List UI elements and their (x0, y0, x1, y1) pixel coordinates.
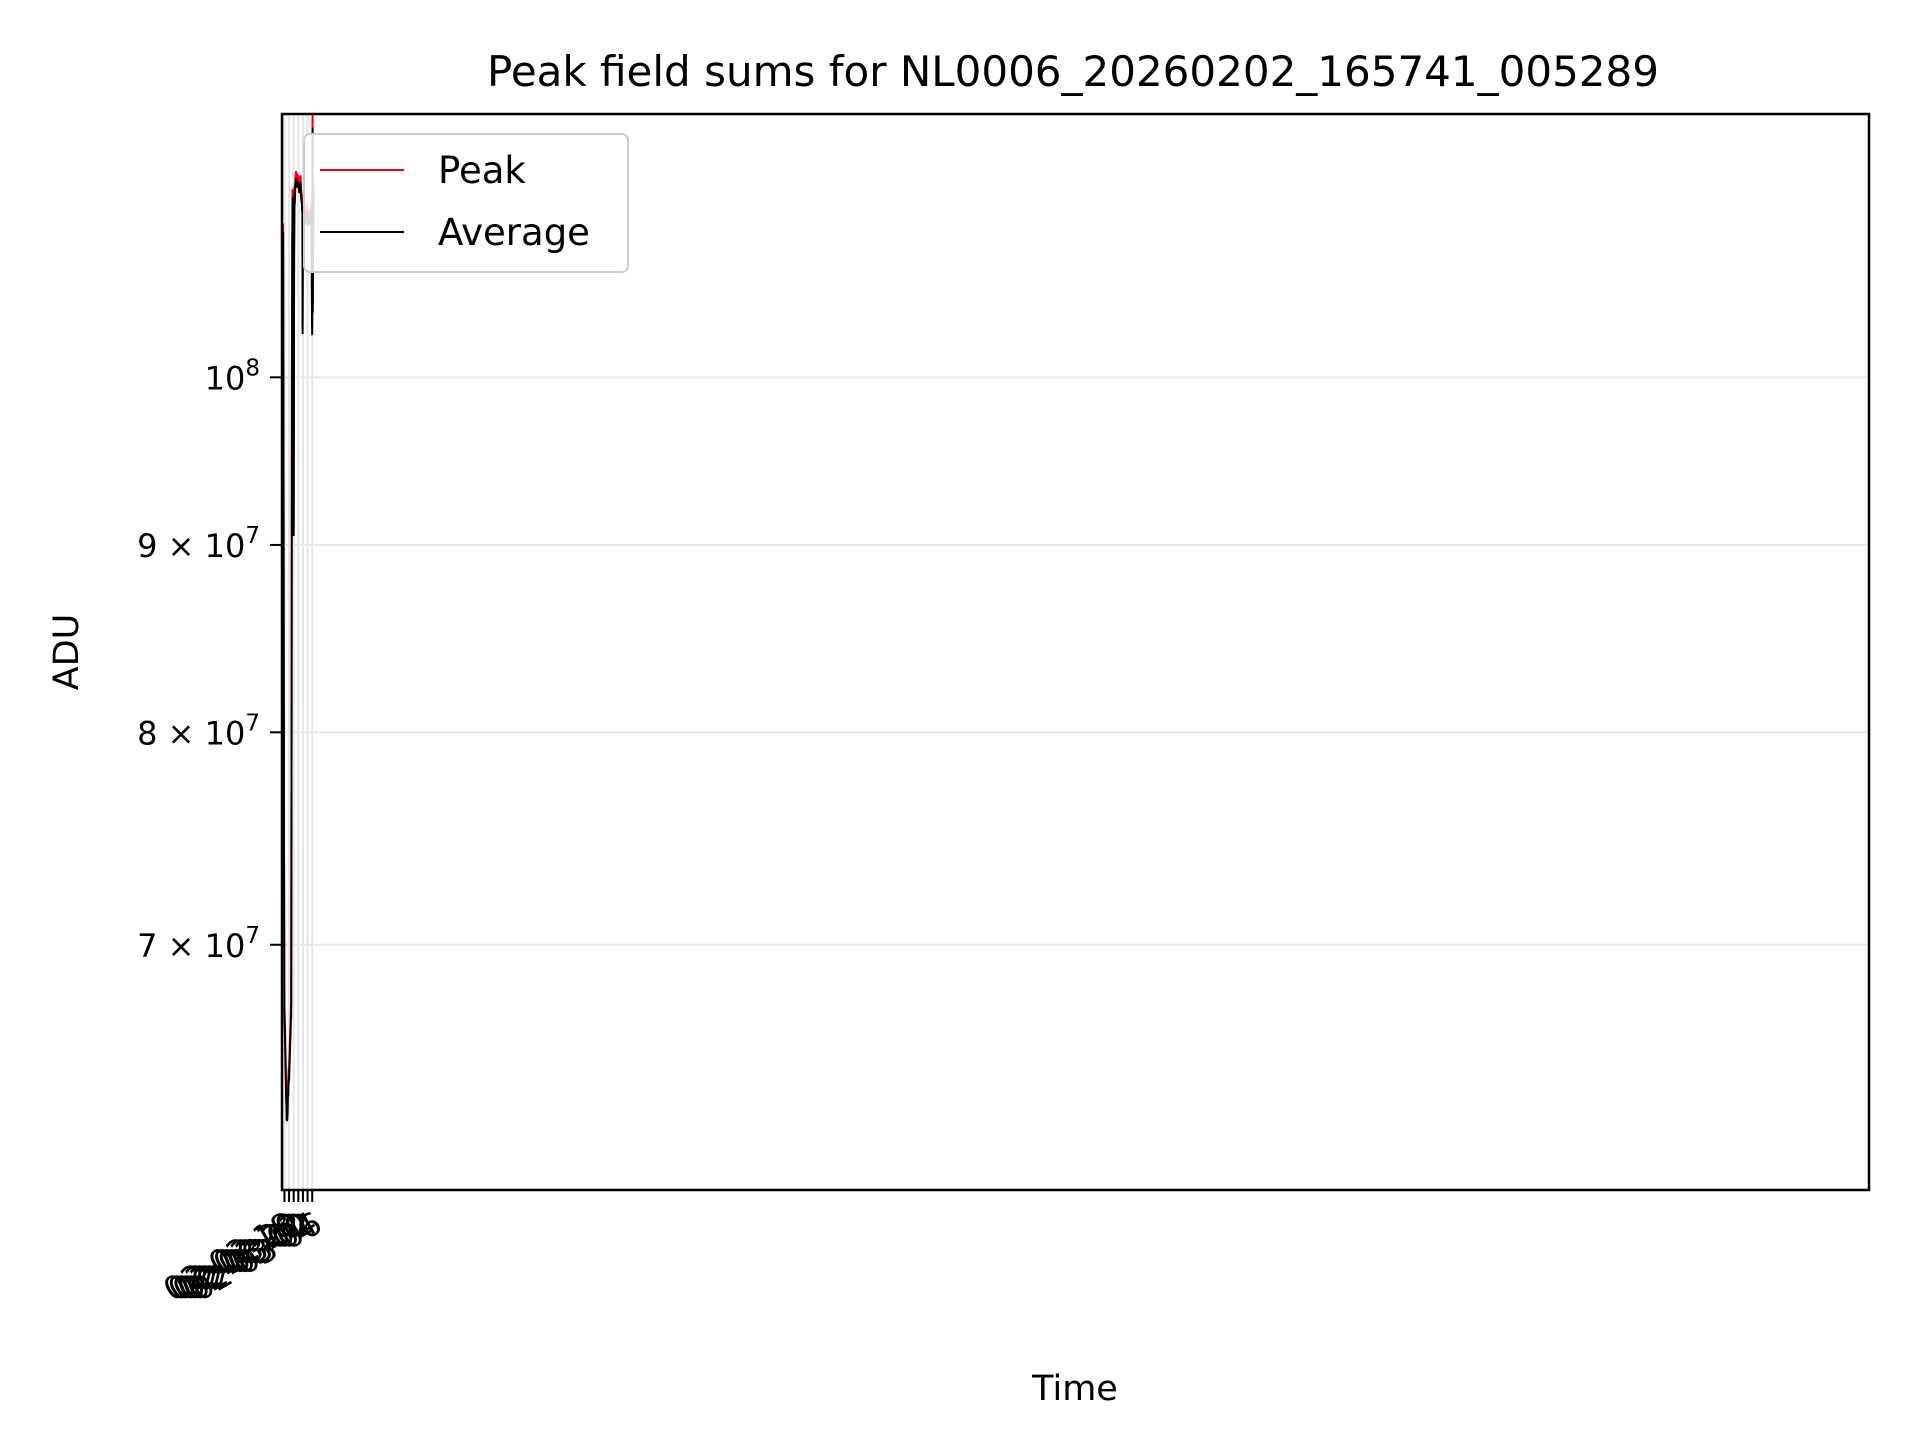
y-tick-label: 7 × 107 (137, 923, 260, 965)
y-tick-label: 8 × 107 (137, 710, 260, 752)
axes-frame (280, 112, 1871, 1192)
legend-label-peak: Peak (438, 149, 526, 192)
y-axis: 7 × 107 8 × 107 9 × 107 108 (137, 355, 282, 965)
x-axis-label: Time (1031, 1369, 1118, 1409)
y-axis-label: ADU (47, 614, 87, 691)
legend: Peak Average (303, 133, 629, 273)
legend-label-average: Average (438, 211, 590, 254)
y-tick-label: 9 × 107 (137, 523, 260, 565)
legend-box (303, 133, 629, 273)
y-tick-label: 108 (205, 355, 260, 397)
chart-title: Peak field sums for NL0006_20260202_1657… (487, 47, 1659, 96)
